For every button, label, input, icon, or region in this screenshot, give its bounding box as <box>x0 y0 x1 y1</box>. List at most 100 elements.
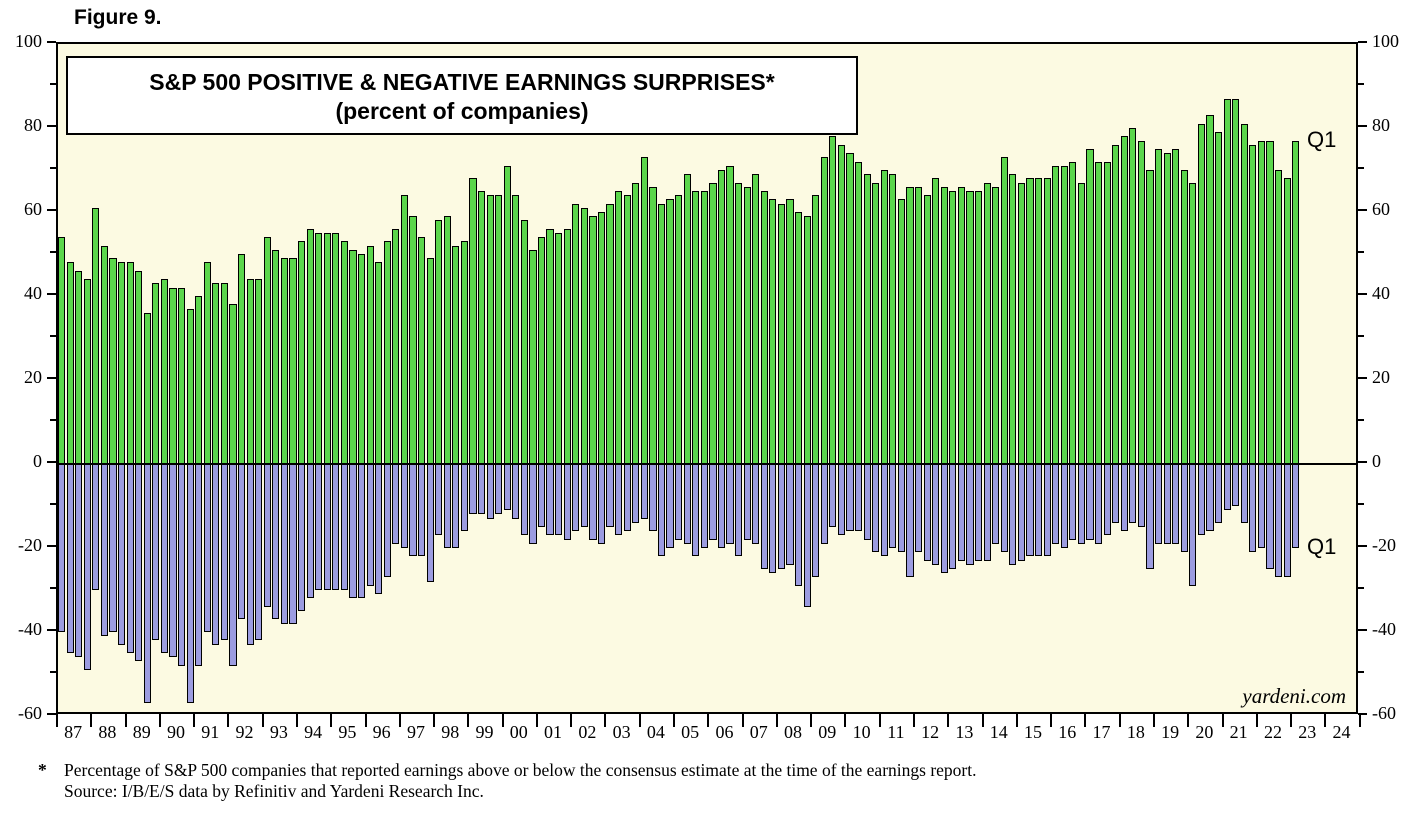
bar-positive-94Q2 <box>306 228 314 464</box>
bar-positive-01Q1 <box>537 237 546 464</box>
bar-negative-17Q1 <box>1086 464 1094 540</box>
y-axis-major-tick-left <box>47 125 56 127</box>
bar-positive-05Q4 <box>700 191 708 464</box>
bar-negative-88Q4 <box>117 464 126 645</box>
bar-positive-13Q1 <box>949 191 957 464</box>
bar-positive-88Q3 <box>109 258 117 464</box>
y-axis-major-tick-right <box>1358 293 1367 295</box>
footnote-text: Percentage of S&P 500 companies that rep… <box>64 760 977 780</box>
bar-positive-07Q1 <box>743 186 751 464</box>
bar-negative-21Q4 <box>1249 464 1257 553</box>
x-axis-tick <box>981 714 984 727</box>
x-axis-year-label: 03 <box>612 722 631 742</box>
bar-positive-10Q2 <box>855 161 863 464</box>
bar-negative-20Q2 <box>1197 464 1205 536</box>
bar-negative-98Q2 <box>443 464 451 548</box>
bar-negative-11Q2 <box>889 464 897 548</box>
y-axis-minor-tick-right <box>1358 419 1364 421</box>
y-axis-label-right: 100 <box>1372 31 1399 51</box>
x-axis-year-label: 02 <box>578 722 597 742</box>
bar-negative-22Q1 <box>1257 464 1265 548</box>
bar-positive-08Q4 <box>803 216 811 464</box>
bar-positive-00Q2 <box>512 195 520 464</box>
bar-negative-93Q3 <box>280 464 288 624</box>
x-axis-tick <box>741 714 744 727</box>
x-axis-tick <box>227 714 230 727</box>
bar-positive-05Q3 <box>692 191 700 464</box>
x-axis-tick <box>673 714 676 727</box>
x-axis-tick <box>1290 714 1293 727</box>
x-axis-year-label: 10 <box>852 722 871 742</box>
bar-negative-13Q2 <box>957 464 966 561</box>
bar-positive-97Q3 <box>417 237 426 464</box>
x-axis-tick <box>1221 714 1224 727</box>
x-axis-year-label: 15 <box>1023 722 1042 742</box>
x-axis-year-label: 14 <box>989 722 1008 742</box>
x-axis-year-label: 13 <box>955 722 974 742</box>
y-axis-minor-tick-right <box>1358 83 1364 85</box>
bar-negative-99Q1 <box>469 464 477 515</box>
bar-negative-99Q2 <box>477 464 486 515</box>
bar-positive-98Q2 <box>443 216 451 464</box>
bar-positive-18Q2 <box>1129 128 1137 464</box>
bar-negative-14Q1 <box>983 464 991 561</box>
bar-positive-14Q4 <box>1009 174 1017 464</box>
bar-positive-10Q1 <box>846 153 854 464</box>
x-axis-tick <box>56 714 58 727</box>
x-axis-tick <box>1358 714 1361 727</box>
y-axis-label-right: 80 <box>1372 115 1390 135</box>
bar-negative-08Q3 <box>795 464 803 586</box>
bar-positive-19Q2 <box>1163 153 1171 464</box>
bar-negative-10Q1 <box>846 464 854 532</box>
bar-negative-12Q4 <box>940 464 948 574</box>
bar-negative-89Q4 <box>152 464 160 641</box>
bar-positive-21Q2 <box>1232 98 1240 464</box>
bar-positive-99Q1 <box>469 178 477 464</box>
x-axis-year-label: 90 <box>166 722 185 742</box>
y-axis-major-tick-right <box>1358 461 1367 463</box>
bar-negative-91Q3 <box>212 464 220 645</box>
bar-negative-05Q2 <box>683 464 691 544</box>
bar-negative-07Q4 <box>769 464 777 574</box>
bar-negative-20Q4 <box>1214 464 1223 523</box>
bar-positive-08Q2 <box>786 199 794 464</box>
bar-positive-11Q1 <box>880 170 888 464</box>
bar-positive-16Q4 <box>1077 182 1086 464</box>
bar-negative-98Q4 <box>460 464 468 532</box>
bar-negative-21Q2 <box>1232 464 1240 506</box>
bar-negative-10Q4 <box>872 464 880 553</box>
bar-positive-05Q1 <box>675 195 683 464</box>
bar-positive-22Q4 <box>1283 178 1291 464</box>
bar-negative-90Q3 <box>177 464 186 666</box>
bar-negative-14Q3 <box>1000 464 1008 553</box>
bar-positive-16Q1 <box>1052 165 1060 464</box>
bar-positive-03Q1 <box>606 203 614 464</box>
y-axis-minor-tick-left <box>50 587 56 589</box>
bar-positive-19Q4 <box>1180 170 1188 464</box>
x-axis-tick <box>570 714 573 727</box>
bar-negative-17Q4 <box>1112 464 1120 523</box>
bar-negative-15Q2 <box>1026 464 1034 557</box>
bar-positive-06Q4 <box>735 182 743 464</box>
bar-positive-92Q1 <box>229 304 237 464</box>
x-axis-tick <box>878 714 881 727</box>
y-axis-major-tick-left <box>47 293 56 295</box>
y-axis-minor-tick-left <box>50 251 56 253</box>
bar-negative-22Q3 <box>1274 464 1283 578</box>
y-axis-major-tick-right <box>1358 713 1367 715</box>
bar-negative-90Q2 <box>169 464 177 658</box>
bar-positive-06Q3 <box>726 165 734 464</box>
bar-negative-00Q4 <box>529 464 537 544</box>
bar-positive-95Q4 <box>357 254 366 464</box>
bar-negative-88Q3 <box>109 464 117 632</box>
bar-negative-96Q1 <box>366 464 374 586</box>
bar-negative-89Q2 <box>135 464 143 662</box>
chart-subtitle: (percent of companies) <box>335 98 589 124</box>
x-axis-year-label: 20 <box>1195 722 1214 742</box>
bar-positive-12Q1 <box>915 186 923 464</box>
x-axis-tick <box>1255 714 1258 727</box>
bar-positive-22Q2 <box>1266 140 1274 464</box>
y-axis-major-tick-left <box>47 629 56 631</box>
bar-negative-13Q4 <box>974 464 983 561</box>
bar-negative-87Q2 <box>66 464 74 653</box>
